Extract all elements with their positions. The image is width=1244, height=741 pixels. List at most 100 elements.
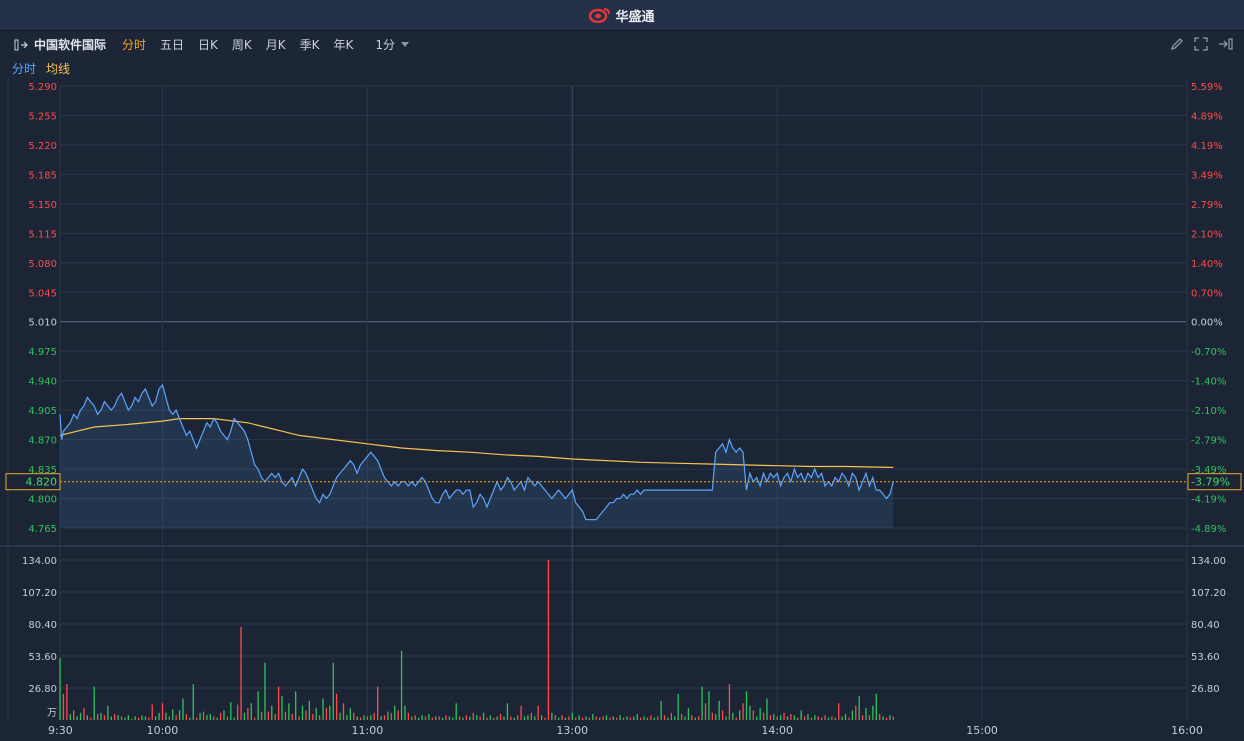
tab-day-k[interactable]: 日K bbox=[198, 38, 218, 52]
volume-bar bbox=[810, 717, 813, 720]
volume-bar bbox=[196, 717, 198, 720]
volume-bar bbox=[295, 691, 297, 720]
fullscreen-icon[interactable] bbox=[1194, 37, 1208, 51]
volume-bar bbox=[155, 716, 157, 720]
volume-bar bbox=[708, 691, 710, 720]
symbol-selector[interactable]: 中国软件国际 bbox=[14, 36, 106, 53]
percent-tick-label: 0.70% bbox=[1191, 288, 1223, 299]
volume-bar bbox=[120, 716, 123, 720]
volume-bar bbox=[274, 714, 276, 720]
collapse-panel-icon[interactable] bbox=[14, 39, 30, 51]
tab-month-k[interactable]: 月K bbox=[265, 38, 286, 52]
tab-year-k[interactable]: 年K bbox=[333, 38, 354, 52]
volume-bar bbox=[834, 717, 836, 720]
brand-logo-icon bbox=[589, 8, 611, 23]
volume-bar bbox=[472, 712, 474, 720]
volume-bar bbox=[124, 717, 126, 720]
volume-bar bbox=[349, 708, 351, 720]
volume-bar bbox=[298, 716, 300, 720]
volume-bar bbox=[800, 710, 802, 720]
volume-bar bbox=[540, 715, 543, 720]
volume-bar bbox=[400, 650, 403, 720]
volume-bar bbox=[339, 712, 341, 720]
volume-bar bbox=[69, 714, 71, 720]
volume-bar bbox=[199, 712, 201, 720]
price-tick-label: 4.870 bbox=[28, 436, 57, 447]
volume-bar bbox=[161, 703, 164, 720]
volume-bar bbox=[558, 717, 560, 720]
volume-bar bbox=[865, 708, 867, 720]
volume-bar bbox=[288, 703, 290, 720]
volume-bar bbox=[619, 715, 621, 720]
price-tick-label: 5.045 bbox=[28, 288, 57, 299]
volume-bar bbox=[308, 700, 311, 720]
volume-unit-label: 万 bbox=[47, 708, 57, 719]
volume-bar bbox=[277, 686, 280, 720]
indicator-legend: 分时 均线 bbox=[0, 58, 1244, 79]
price-tick-label: 5.255 bbox=[28, 111, 57, 122]
volume-bar bbox=[312, 714, 314, 720]
pencil-icon[interactable] bbox=[1170, 37, 1184, 51]
volume-bar bbox=[578, 715, 580, 720]
chart-tools bbox=[1170, 37, 1234, 51]
volume-bar bbox=[527, 715, 529, 720]
intraday-chart[interactable]: 5.290 5.255 5.220 5.185 5.150 5.115 5.080 5.045… bbox=[0, 78, 1244, 741]
brand-logo: 华盛通 bbox=[589, 6, 655, 25]
volume-bar bbox=[674, 716, 676, 720]
volume-bar bbox=[411, 716, 413, 720]
volume-bar bbox=[588, 717, 591, 720]
volume-bar bbox=[387, 711, 389, 720]
brand-name: 华盛通 bbox=[615, 9, 655, 25]
volume-bar bbox=[127, 715, 130, 720]
tab-week-k[interactable]: 周K bbox=[231, 38, 252, 52]
volume-bar bbox=[359, 717, 362, 720]
volume-bar bbox=[390, 712, 392, 720]
volume-bar bbox=[445, 715, 447, 720]
price-tick-label: 4.975 bbox=[28, 347, 57, 358]
volume-bar bbox=[861, 715, 864, 720]
volume-tick-label-right: 53.60 bbox=[1191, 652, 1220, 663]
volume-bar bbox=[875, 693, 877, 720]
volume-bar bbox=[493, 717, 495, 720]
time-tick-label: 13:00 bbox=[556, 724, 588, 737]
tab-time-share[interactable]: 分时 bbox=[122, 38, 147, 52]
volume-bar bbox=[240, 626, 242, 720]
volume-bar bbox=[739, 710, 741, 720]
volume-bar bbox=[59, 657, 61, 720]
volume-bar bbox=[537, 705, 539, 720]
tab-quarter-k[interactable]: 季K bbox=[299, 38, 320, 52]
volume-bar bbox=[322, 698, 324, 720]
volume-bar bbox=[803, 716, 806, 720]
volume-bar bbox=[694, 717, 696, 720]
legend-avg-line[interactable]: 均线 bbox=[46, 61, 71, 76]
tab-five-day[interactable]: 五日 bbox=[160, 38, 185, 52]
volume-bar bbox=[636, 714, 638, 720]
volume-bar bbox=[394, 705, 396, 720]
volume-bar bbox=[701, 686, 703, 720]
legend-time-share[interactable]: 分时 bbox=[12, 61, 37, 76]
minute-period-dropdown[interactable]: 1分 bbox=[375, 36, 410, 53]
volume-bar bbox=[718, 700, 720, 720]
volume-bar bbox=[496, 716, 498, 720]
volume-bar bbox=[76, 716, 78, 720]
volume-bar bbox=[435, 716, 437, 720]
volume-bar bbox=[698, 716, 700, 720]
volume-bar bbox=[421, 715, 423, 720]
volume-bar bbox=[848, 717, 850, 720]
volume-bar bbox=[879, 714, 881, 720]
volume-bar bbox=[489, 715, 492, 720]
volume-bar bbox=[223, 710, 225, 720]
volume-bar bbox=[141, 715, 143, 720]
volume-bar bbox=[530, 712, 532, 720]
volume-bar bbox=[732, 712, 734, 720]
volume-bar bbox=[482, 712, 485, 720]
volume-bar bbox=[250, 703, 252, 720]
volume-bar bbox=[657, 716, 659, 720]
volume-bar bbox=[667, 717, 669, 720]
volume-bar bbox=[267, 711, 270, 720]
current-change-label: -3.79% bbox=[1191, 476, 1230, 489]
expand-panel-icon[interactable] bbox=[1218, 37, 1234, 51]
volume-bar bbox=[575, 717, 577, 720]
volume-bar bbox=[476, 715, 478, 720]
volume-bar bbox=[742, 703, 744, 720]
